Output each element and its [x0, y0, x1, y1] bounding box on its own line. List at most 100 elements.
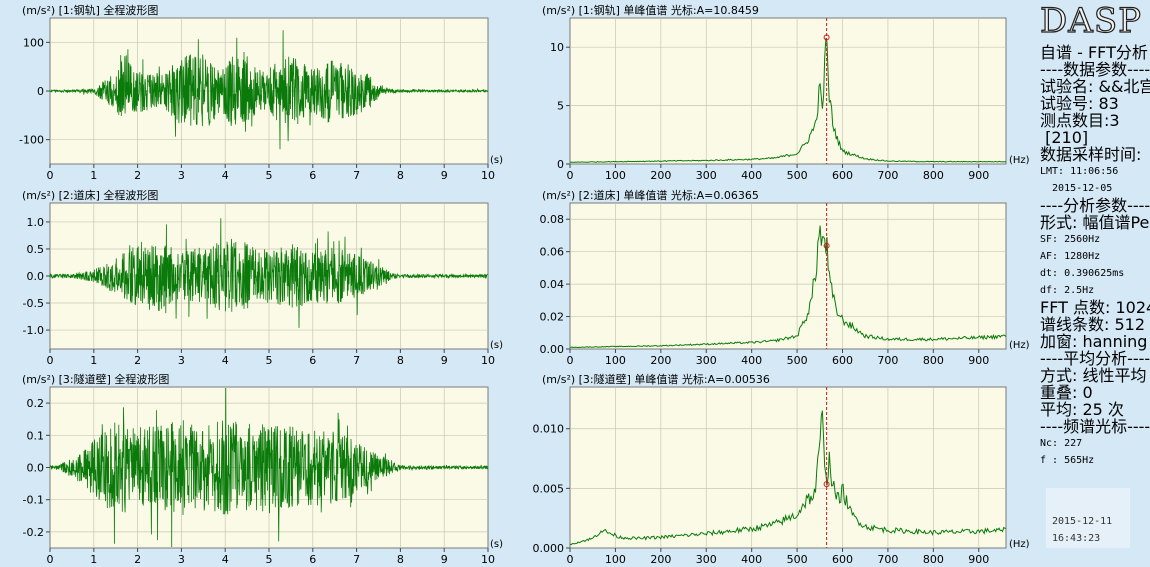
x-tick-label: 3	[178, 169, 185, 182]
chart-title: (m/s²) [3:隧道壁] 单峰值谱 光标:A=0.00536	[542, 372, 770, 386]
x-tick-label: 200	[650, 553, 671, 566]
x-axis-unit: (Hz)	[1009, 539, 1030, 550]
info-line: Nc: 227	[1040, 438, 1083, 449]
cursor-marker	[823, 242, 830, 249]
x-tick-label: 9	[441, 354, 448, 367]
x-tick-label: 10	[481, 354, 495, 367]
x-tick-label: 8	[397, 354, 404, 367]
x-tick-label: 200	[650, 354, 671, 367]
x-tick-label: 100	[605, 169, 626, 182]
info-line: 试验名: &&北宫门地	[1040, 77, 1150, 96]
x-tick-label: 600	[832, 354, 853, 367]
x-tick-label: 3	[178, 354, 185, 367]
x-tick-label: 6	[309, 169, 316, 182]
x-tick-label: 9	[441, 553, 448, 566]
x-tick-label: 2	[134, 553, 141, 566]
info-line: df: 2.5Hz	[1040, 285, 1095, 296]
x-tick-label: 8	[397, 553, 404, 566]
x-tick-label: 0	[567, 169, 574, 182]
y-tick-label: 0.02	[540, 311, 565, 324]
y-tick-label: -0.2	[23, 526, 44, 539]
info-line: SF: 2560Hz	[1040, 234, 1101, 245]
info-line: AF: 1280Hz	[1040, 251, 1101, 262]
info-line: 自谱 - FFT分析	[1040, 43, 1148, 62]
timestamp-date: 2015-12-11	[1052, 516, 1113, 527]
x-tick-label: 8	[397, 169, 404, 182]
y-tick-label: -0.5	[23, 297, 44, 310]
x-tick-label: 9	[441, 169, 448, 182]
spectrum-trace	[569, 410, 1007, 546]
y-tick-label: 0	[37, 85, 44, 98]
y-tick-label: 100	[23, 36, 44, 49]
x-tick-label: 10	[481, 553, 495, 566]
x-tick-label: 300	[696, 553, 717, 566]
x-tick-label: 4	[222, 553, 229, 566]
waveform-trace	[49, 30, 489, 150]
info-line: ----分析参数----	[1040, 196, 1150, 215]
y-tick-label: 0.0	[27, 270, 45, 283]
plot-area	[569, 17, 1007, 165]
x-tick-label: 600	[832, 169, 853, 182]
x-axis-unit: (Hz)	[1009, 340, 1030, 351]
x-tick-label: 7	[353, 354, 360, 367]
info-line: LMT: 11:06:56	[1040, 166, 1119, 177]
plot-area	[569, 202, 1007, 350]
info-line: 重叠: 0	[1040, 383, 1093, 402]
waveform-trace	[49, 218, 488, 328]
x-tick-label: 800	[923, 553, 944, 566]
y-tick-label: 0.04	[540, 278, 565, 291]
y-tick-label: 0.010	[533, 423, 565, 436]
x-tick-label: 600	[832, 553, 853, 566]
cursor-marker	[823, 481, 830, 488]
x-tick-label: 400	[741, 169, 762, 182]
x-tick-label: 6	[309, 553, 316, 566]
info-line: ----频谱光标----	[1040, 417, 1150, 436]
info-line: 形式: 幅值谱Peak	[1040, 213, 1150, 232]
info-line: FFT 点数: 1024	[1040, 298, 1150, 317]
y-tick-label: 0.0	[27, 462, 45, 475]
waveform-trace	[49, 387, 489, 548]
x-tick-label: 5	[266, 354, 273, 367]
info-line: 平均: 25 次	[1040, 400, 1124, 419]
y-tick-label: 0.1	[27, 429, 45, 442]
x-tick-label: 10	[481, 169, 495, 182]
x-axis-unit: (Hz)	[1009, 155, 1030, 166]
y-tick-label: 5	[557, 100, 564, 113]
y-tick-label: 0	[557, 158, 564, 171]
x-tick-label: 1	[90, 553, 97, 566]
x-tick-label: 500	[787, 354, 808, 367]
spectrum-trace	[569, 37, 1007, 163]
x-tick-label: 1	[90, 354, 97, 367]
info-line: f : 565Hz	[1040, 455, 1095, 466]
x-tick-label: 800	[923, 354, 944, 367]
x-axis-unit: (s)	[490, 340, 503, 351]
y-tick-label: 10	[550, 41, 564, 54]
x-tick-label: 0	[567, 553, 574, 566]
x-tick-label: 500	[787, 553, 808, 566]
y-tick-label: 1.0	[27, 216, 45, 229]
x-tick-label: 3	[178, 553, 185, 566]
x-tick-label: 0	[47, 169, 54, 182]
x-tick-label: 0	[47, 553, 54, 566]
x-tick-label: 0	[567, 354, 574, 367]
x-tick-label: 500	[787, 169, 808, 182]
info-line: 测点数目:3	[1040, 111, 1120, 130]
x-tick-label: 400	[741, 354, 762, 367]
chart-title: (m/s²) [1:钢轨] 单峰值谱 光标:A=10.8459	[542, 3, 759, 17]
y-tick-label: -1.0	[23, 324, 44, 337]
y-tick-label: 0.2	[27, 397, 45, 410]
info-line: 试验号: 83	[1040, 94, 1119, 113]
x-tick-label: 100	[605, 354, 626, 367]
info-line: 加窗: hanning	[1040, 332, 1148, 351]
y-tick-label: -100	[19, 134, 44, 147]
x-tick-label: 800	[923, 169, 944, 182]
timestamp-time: 16:43:23	[1052, 533, 1101, 544]
timestamp-box	[1046, 488, 1130, 548]
chart-title: (m/s²) [3:隧道壁] 全程波形图	[22, 372, 169, 386]
chart-title: (m/s²) [2:道床] 全程波形图	[22, 188, 158, 202]
info-line: 数据采样时间:	[1040, 145, 1142, 164]
y-tick-label: 0.5	[27, 243, 45, 256]
info-line: 谱线条数: 512	[1040, 315, 1146, 334]
y-tick-label: 0.005	[533, 482, 565, 495]
x-tick-label: 1	[90, 169, 97, 182]
